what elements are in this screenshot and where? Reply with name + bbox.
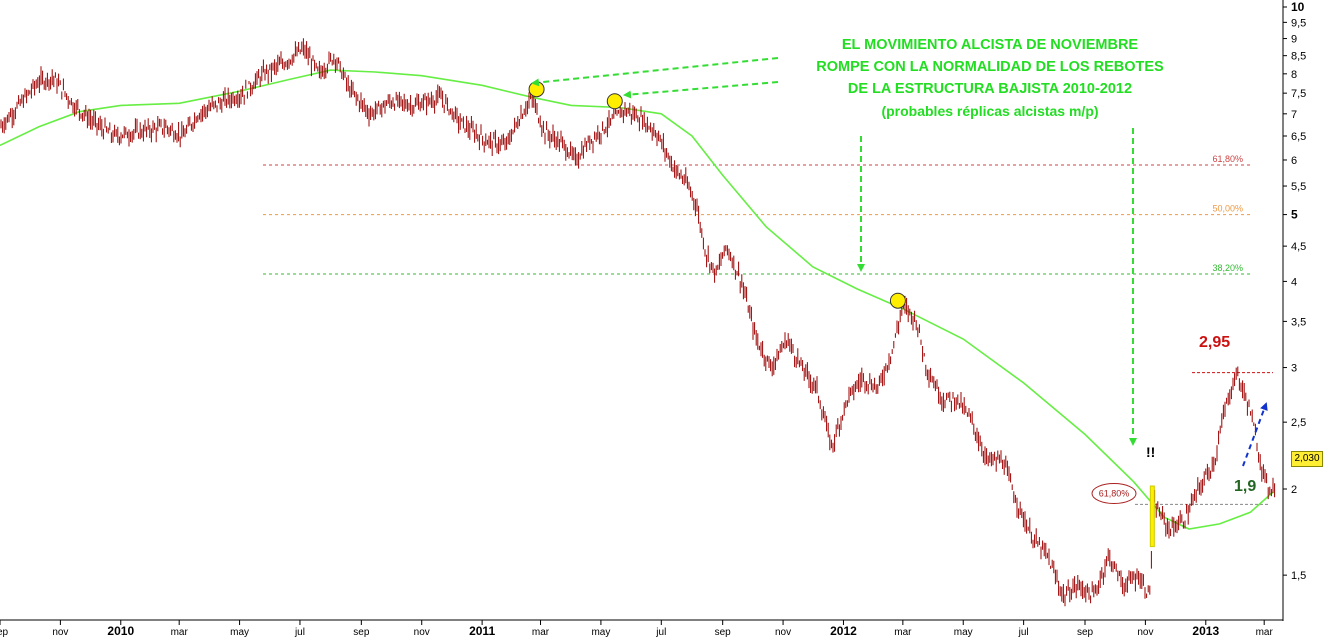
moving-average-line xyxy=(0,69,1274,530)
highlight-marker xyxy=(606,93,623,110)
x-tick-label: mar xyxy=(171,627,189,638)
x-tick-label: sep xyxy=(715,627,732,638)
headline-annotation: EL MOVIMIENTO ALCISTA DE NOVIEMBRE ROMPE… xyxy=(760,34,1220,122)
x-tick-label: mar xyxy=(894,627,912,638)
x-tick-label: may xyxy=(230,627,249,638)
x-tick-label: nov xyxy=(414,627,430,638)
x-tick-label: sep xyxy=(353,627,370,638)
x-tick-label: nov xyxy=(775,627,791,638)
y-tick-label: 3,5 xyxy=(1291,316,1306,328)
y-tick-label: 8 xyxy=(1291,69,1297,81)
y-tick-label: 5,5 xyxy=(1291,181,1306,193)
y-tick-label: 6 xyxy=(1291,155,1297,167)
fib-circle-label: 61,80% xyxy=(1099,489,1130,499)
y-tick-label: 2 xyxy=(1291,484,1297,496)
highlight-marker xyxy=(889,292,906,309)
y-tick-label: 9 xyxy=(1291,34,1297,46)
headline-line-2: ROMPE CON LA NORMALIDAD DE LOS REBOTES xyxy=(816,59,1164,75)
x-tick-label: jul xyxy=(1018,627,1029,638)
x-tick-label: 2010 xyxy=(107,624,134,638)
x-tick-label: sep xyxy=(1077,627,1094,638)
fib-circle xyxy=(1091,483,1137,505)
arrow-to-marker-2 xyxy=(623,81,779,99)
projection-arrow xyxy=(1242,402,1268,467)
y-tick-label: 2,5 xyxy=(1291,417,1306,429)
headline-note: (probables réplicas alcistas m/p) xyxy=(881,103,1099,119)
fib-level-label: 61,80% xyxy=(1212,154,1243,164)
exclamation-label: !! xyxy=(1146,444,1156,460)
x-tick-label: may xyxy=(954,627,973,638)
high-value-label: 2,95 xyxy=(1199,334,1231,351)
fib-level-label: 50,00% xyxy=(1212,204,1243,214)
fib-level-label: 38,20% xyxy=(1212,263,1243,273)
arrow-to-marker-1 xyxy=(531,57,779,87)
headline-line-1: EL MOVIMIENTO ALCISTA DE NOVIEMBRE xyxy=(841,37,1139,53)
x-tick-label: may xyxy=(591,627,610,638)
x-tick-label: 2013 xyxy=(1192,624,1219,638)
x-tick-label: nov xyxy=(1137,627,1153,638)
y-tick-label: 4,5 xyxy=(1291,241,1306,253)
low-value-label: 1,9 xyxy=(1234,478,1257,495)
markers-layer: 61,80% xyxy=(528,81,1137,505)
y-tick-label: 7 xyxy=(1291,109,1297,121)
moving-average-layer xyxy=(0,69,1274,530)
x-tick-label: 2011 xyxy=(469,624,495,638)
y-tick-label: 3 xyxy=(1291,363,1297,375)
fibonacci-levels: 61,80% 50,00% 38,20% xyxy=(263,154,1250,275)
headline-line-3: DE LA ESTRUCTURA BAJISTA 2010-2012 xyxy=(847,81,1133,97)
reference-levels xyxy=(1135,372,1273,505)
current-price-badge: 2,030 xyxy=(1291,451,1323,467)
x-tick-label: jul xyxy=(294,627,305,638)
x-tick-label: sep xyxy=(0,627,8,638)
x-tick-label: mar xyxy=(1256,627,1274,638)
x-tick-label: mar xyxy=(532,627,550,638)
y-tick-label: 7,5 xyxy=(1291,88,1306,100)
arrows-layer xyxy=(531,57,1268,467)
y-tick-label: 4 xyxy=(1291,276,1297,288)
axes-layer: 10 9,5 9 8,5 8 7,5 7 6,5 6 5,5 5 4,5 4 3,5 3 2,5 2 1,5 sep… xyxy=(0,0,1306,638)
y-tick-label: 6,5 xyxy=(1291,131,1306,143)
y-tick-label: 5 xyxy=(1291,208,1298,222)
price-bars-layer xyxy=(0,38,1276,607)
x-tick-label: jul xyxy=(655,627,666,638)
y-tick-label: 9,5 xyxy=(1291,17,1306,29)
x-tick-label: 2012 xyxy=(830,624,857,638)
y-tick-label: 8,5 xyxy=(1291,51,1306,63)
breakout-candle xyxy=(1149,485,1155,548)
x-tick-label: nov xyxy=(52,627,68,638)
price-bars xyxy=(0,38,1276,607)
y-tick-label: 1,5 xyxy=(1291,570,1306,582)
y-tick-label: 10 xyxy=(1291,0,1305,14)
highlight-marker xyxy=(528,81,545,98)
